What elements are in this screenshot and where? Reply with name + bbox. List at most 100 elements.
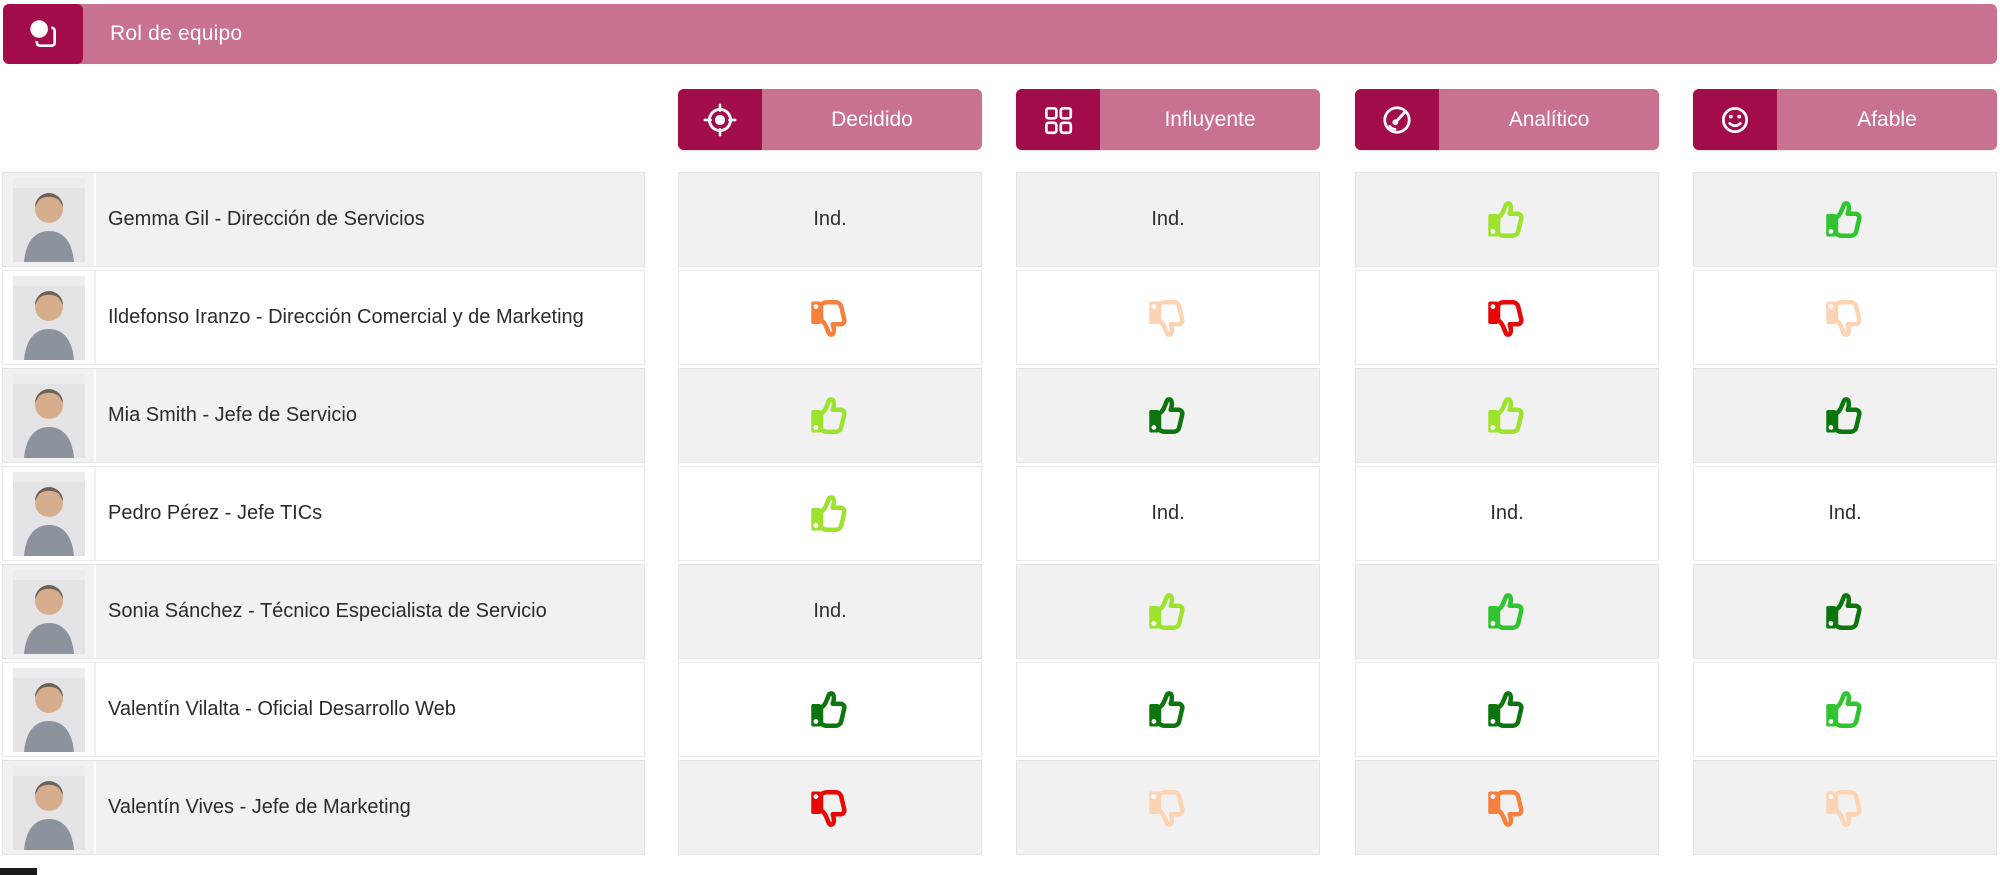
- table-row: Pedro Pérez - Jefe TICs Ind. Ind. Ind.: [0, 466, 2000, 561]
- table-row: Sonia Sánchez - Técnico Especialista de …: [0, 564, 2000, 659]
- rating-cell: [1016, 368, 1320, 463]
- thumb-up-icon: [1488, 690, 1524, 728]
- rating-cell: [1355, 662, 1659, 757]
- rating-cell: [1355, 270, 1659, 365]
- thumb-down-icon: [1149, 299, 1185, 337]
- avatar-photo: [12, 373, 85, 458]
- rating-cell: [1016, 270, 1320, 365]
- rating-cell: [1355, 564, 1659, 659]
- target-icon: [703, 103, 737, 136]
- thumb-up-icon: [1488, 200, 1524, 238]
- column-header-decidido[interactable]: Decidido: [678, 89, 982, 150]
- rating-cell: Ind.: [1355, 466, 1659, 561]
- avatar: [3, 467, 96, 560]
- thumb-down-icon: [811, 789, 847, 827]
- rating-cell: [1355, 368, 1659, 463]
- rating-cell: Ind.: [678, 172, 982, 267]
- column-header-afable[interactable]: Afable: [1693, 89, 1997, 150]
- thumb-up-icon: [811, 494, 847, 532]
- person-name: Mia Smith - Jefe de Servicio: [108, 404, 357, 426]
- column-label: Influyente: [1164, 107, 1256, 131]
- table-row: Mia Smith - Jefe de Servicio: [0, 368, 2000, 463]
- avatar-photo: [12, 275, 85, 360]
- rating-cell: Ind.: [678, 564, 982, 659]
- person-name: Sonia Sánchez - Técnico Especialista de …: [108, 600, 547, 622]
- avatar-photo: [12, 471, 85, 556]
- thumb-down-icon: [1149, 789, 1185, 827]
- table-row: Valentín Vives - Jefe de Marketing: [0, 760, 2000, 855]
- person-entry: Valentín Vilalta - Oficial Desarrollo We…: [2, 662, 645, 757]
- avatar: [3, 271, 96, 364]
- column-label: Analítico: [1508, 107, 1590, 131]
- title-bar: Rol de equipo: [3, 4, 1997, 64]
- thumb-down-icon: [1826, 299, 1862, 337]
- column-header-influyente[interactable]: Influyente: [1016, 89, 1320, 150]
- rating-cell: Ind.: [1016, 466, 1320, 561]
- avatar-photo: [12, 667, 85, 752]
- avatar: [3, 663, 96, 756]
- rating-cell: [1016, 662, 1320, 757]
- column-icon-square: [1355, 89, 1439, 150]
- rating-cell: [1693, 368, 1997, 463]
- rating-cell: [678, 662, 982, 757]
- avatar: [3, 173, 96, 266]
- column-icon-square: [678, 89, 762, 150]
- thumb-up-icon: [811, 690, 847, 728]
- person-entry: Sonia Sánchez - Técnico Especialista de …: [2, 564, 645, 659]
- rating-cell: [1693, 662, 1997, 757]
- person-name: Gemma Gil - Dirección de Servicios: [108, 208, 425, 230]
- thumb-down-icon: [1488, 299, 1524, 337]
- column-label: Decidido: [831, 107, 913, 131]
- table-row: Ildefonso Iranzo - Dirección Comercial y…: [0, 270, 2000, 365]
- rating-cell: [1693, 760, 1997, 855]
- rating-cell: [1016, 760, 1320, 855]
- smiley-icon: [1721, 106, 1749, 133]
- avatar: [3, 369, 96, 462]
- thumb-up-icon: [1826, 396, 1862, 434]
- rating-cell: [678, 466, 982, 561]
- rating-cell: [1693, 270, 1997, 365]
- thumb-up-icon: [1488, 592, 1524, 630]
- rating-cell: [678, 270, 982, 365]
- avatar: [3, 565, 96, 658]
- avatar-photo: [12, 569, 85, 654]
- thumb-up-icon: [811, 396, 847, 434]
- avatar: [3, 761, 96, 854]
- thumb-up-icon: [1826, 592, 1862, 630]
- person-entry: Ildefonso Iranzo - Dirección Comercial y…: [2, 270, 645, 365]
- thumb-up-icon: [1826, 200, 1862, 238]
- person-name: Ildefonso Iranzo - Dirección Comercial y…: [108, 306, 584, 328]
- rating-cell: [678, 368, 982, 463]
- thumb-up-icon: [1149, 690, 1185, 728]
- window-corner-strip: [0, 868, 37, 875]
- avatar-photo: [12, 765, 85, 850]
- grid-icon: [1045, 106, 1073, 134]
- person-name: Valentín Vives - Jefe de Marketing: [108, 796, 411, 818]
- persona-icon: [26, 16, 56, 47]
- avatar-photo: [12, 177, 85, 262]
- gauge-icon: [1383, 105, 1411, 134]
- person-name: Pedro Pérez - Jefe TICs: [108, 502, 323, 524]
- column-header-analitico[interactable]: Analítico: [1355, 89, 1659, 150]
- rating-cell: [1693, 172, 1997, 267]
- thumb-up-icon: [1149, 396, 1185, 434]
- thumb-up-icon: [1488, 396, 1524, 434]
- column-icon-square: [1016, 89, 1100, 150]
- column-icon-square: [1693, 89, 1777, 150]
- person-entry: Mia Smith - Jefe de Servicio: [2, 368, 645, 463]
- table-row: Gemma Gil - Dirección de Servicios Ind. …: [0, 172, 2000, 267]
- thumb-down-icon: [811, 299, 847, 337]
- thumb-down-icon: [1488, 789, 1524, 827]
- rating-cell: [1355, 172, 1659, 267]
- rating-cell: Ind.: [1016, 172, 1320, 267]
- thumb-up-icon: [1826, 690, 1862, 728]
- rating-cell: [678, 760, 982, 855]
- title-icon-square: [3, 4, 83, 64]
- person-name: Valentín Vilalta - Oficial Desarrollo We…: [108, 698, 456, 720]
- column-label: Afable: [1857, 107, 1917, 131]
- rating-cell: [1693, 564, 1997, 659]
- table-row: Valentín Vilalta - Oficial Desarrollo We…: [0, 662, 2000, 757]
- rating-cell: Ind.: [1693, 466, 1997, 561]
- thumb-down-icon: [1826, 789, 1862, 827]
